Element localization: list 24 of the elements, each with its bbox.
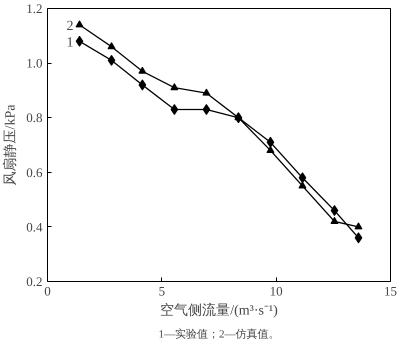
point [170,83,178,90]
x-tick-label: 15 [384,284,397,298]
point [138,66,146,74]
x-tick-label: 10 [270,284,283,298]
point [354,222,362,230]
y-axis-title: 风扇静压/kPa [2,104,18,186]
y-tick-label: 0.4 [26,219,43,234]
x-tick-label: 0 [44,284,51,298]
point [298,181,306,188]
text: 1—实验值；2—仿真值。 [158,328,280,340]
point [266,146,274,153]
y-tick-label: 0.6 [26,164,43,180]
y-tick-label: 1.0 [26,56,42,71]
series-label: 2 [66,18,74,34]
point [202,88,210,96]
series-label: 1 [66,35,74,50]
x-tick-label: 5 [158,284,166,298]
point [330,216,338,224]
x-axis-title: 空气侧流量/(m³·s⁻¹) [160,302,278,318]
y-tick-label: 0.2 [26,274,42,289]
point [76,20,84,28]
y-tick-label: 1.2 [26,1,42,16]
point [108,42,116,50]
y-tick-label: 0.8 [26,110,42,126]
